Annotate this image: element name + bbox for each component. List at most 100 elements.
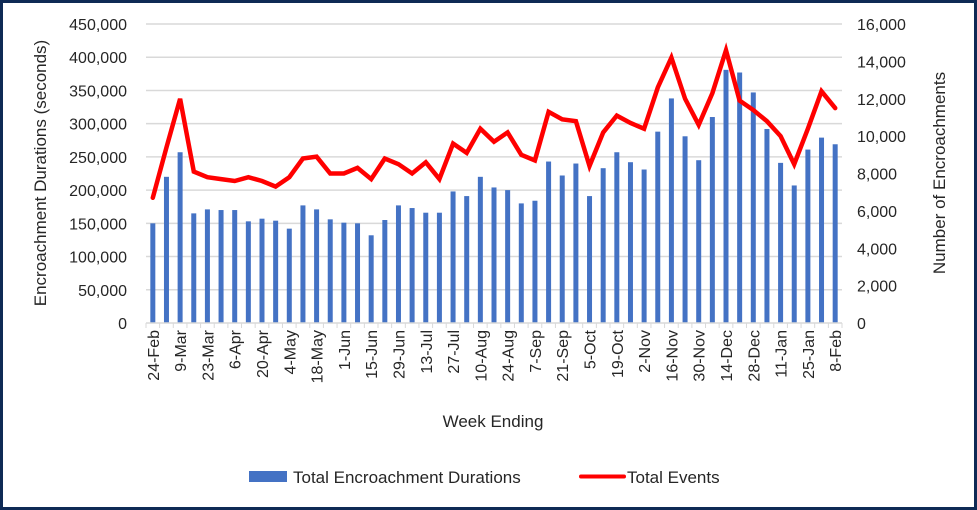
bar: [382, 220, 388, 323]
bar: [368, 235, 374, 323]
x-tick-label: 9-Mar: [173, 329, 190, 371]
x-tick-label: 8-Feb: [828, 330, 845, 372]
legend-label-durations: Total Encroachment Durations: [293, 468, 521, 487]
bar: [668, 98, 674, 323]
x-tick-label: 28-Dec: [746, 330, 763, 382]
bar: [518, 203, 524, 323]
bar: [204, 209, 210, 323]
y2-axis-title: Number of Encroachments: [930, 72, 949, 274]
x-tick-label: 23-Mar: [200, 329, 217, 380]
x-tick-label: 5-Oct: [583, 329, 600, 369]
bar: [546, 161, 552, 323]
x-tick-label: 21-Sep: [555, 330, 572, 382]
legend-swatch-bar: [249, 471, 287, 482]
x-tick-label: 13-Jul: [419, 330, 436, 374]
bar: [505, 190, 511, 323]
y2-tick-label: 10,000: [857, 129, 906, 146]
bar: [614, 152, 620, 323]
x-tick-label: 15-Jun: [364, 330, 381, 379]
x-tick-label: 14-Dec: [719, 330, 736, 382]
bar: [832, 144, 838, 323]
x-tick-label: 11-Jan: [774, 330, 791, 378]
bar: [600, 168, 606, 323]
x-tick-label: 24-Feb: [146, 330, 163, 381]
x-axis-title: Week Ending: [443, 412, 544, 431]
bar: [341, 222, 347, 323]
x-tick-label: 19-Oct: [610, 329, 627, 378]
y2-tick-label: 6,000: [857, 204, 897, 221]
y-axis-left: 0 50,000 100,000 150,000 200,000 250,000 300,0…: [69, 17, 127, 333]
x-tick-label: 29-Jun: [391, 330, 408, 379]
bar: [314, 209, 320, 323]
bar: [464, 196, 470, 323]
y-tick-label: 450,000: [69, 17, 127, 34]
legend-label-events: Total Events: [627, 468, 720, 487]
bar: [450, 191, 456, 323]
bar: [791, 185, 797, 323]
bar: [737, 72, 743, 323]
bar: [218, 210, 224, 323]
legend: Total Encroachment Durations Total Event…: [249, 468, 720, 487]
bar: [395, 205, 401, 323]
y-tick-label: 350,000: [69, 83, 127, 100]
x-tick-label: 18-May: [310, 330, 327, 383]
bar: [232, 210, 238, 323]
x-tick-label: 2-Nov: [637, 330, 654, 373]
bar: [259, 218, 265, 323]
x-tick-label: 4-May: [282, 330, 299, 374]
bar: [355, 223, 361, 323]
bar: [723, 69, 729, 323]
y-tick-label: 400,000: [69, 50, 127, 67]
y2-tick-label: 2,000: [857, 279, 897, 296]
y2-tick-label: 14,000: [857, 54, 906, 71]
y-tick-label: 150,000: [69, 216, 127, 233]
bar: [300, 205, 306, 323]
bar: [764, 128, 770, 323]
bar: [696, 160, 702, 323]
bar: [641, 169, 647, 323]
bar: [573, 163, 579, 323]
y2-tick-label: 16,000: [857, 17, 906, 34]
bar: [805, 149, 811, 323]
y-axis-title: Encroachment Durations (seconds): [31, 40, 50, 306]
x-tick-label: 10-Aug: [473, 330, 490, 382]
y-tick-label: 300,000: [69, 117, 127, 134]
y-tick-label: 50,000: [78, 283, 127, 300]
bar: [327, 219, 333, 323]
y-tick-label: 200,000: [69, 183, 127, 200]
y-tick-label: 0: [118, 316, 127, 333]
x-tick-label: 6-Apr: [228, 329, 245, 369]
line-series: [150, 42, 838, 201]
bar: [627, 162, 633, 323]
bar: [709, 117, 715, 324]
bar: [191, 213, 197, 323]
bar: [750, 92, 756, 323]
bar: [491, 187, 497, 323]
bar: [423, 212, 429, 323]
y-tick-label: 250,000: [69, 150, 127, 167]
bar: [286, 228, 292, 323]
y2-tick-label: 12,000: [857, 92, 906, 109]
bar: [150, 223, 156, 323]
x-tick-label: 7-Sep: [528, 330, 545, 373]
bar: [532, 200, 538, 323]
bar: [655, 131, 661, 323]
bar-series: [150, 69, 838, 324]
events-line: [150, 42, 838, 201]
x-tick-label: 24-Aug: [501, 330, 518, 382]
bar: [273, 220, 279, 323]
bar: [559, 175, 565, 323]
x-tick-label: 16-Nov: [664, 330, 681, 382]
bar: [587, 196, 593, 323]
bar: [436, 212, 442, 323]
bar: [409, 208, 415, 323]
bar: [477, 176, 483, 323]
x-tick-label: 20-Apr: [255, 329, 272, 378]
x-axis: 24-Feb 9-Mar 23-Mar 6-Apr 20-Apr 4-May 18-May 1…: [145, 322, 845, 383]
bar: [819, 137, 825, 323]
bar: [245, 221, 251, 323]
bar: [163, 176, 169, 323]
bar: [682, 136, 688, 323]
